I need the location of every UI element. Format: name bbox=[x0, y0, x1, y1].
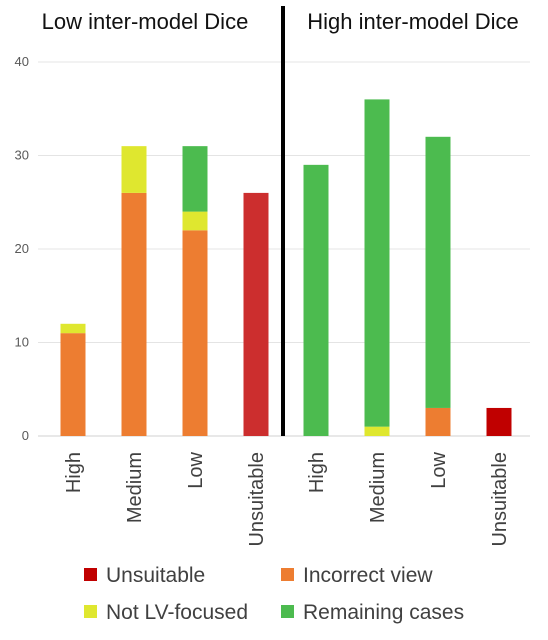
y-tick-label: 10 bbox=[15, 335, 29, 350]
legend-swatch bbox=[281, 568, 294, 581]
legend-label: Not LV-focused bbox=[106, 601, 248, 624]
y-tick-label: 40 bbox=[15, 54, 29, 69]
x-category-label: Medium bbox=[124, 452, 146, 523]
panel-title: High inter-model Dice bbox=[307, 9, 519, 34]
bar-segment bbox=[182, 211, 208, 231]
bar-segment bbox=[486, 407, 512, 436]
legend: Unsuitable Incorrect view Not LV-focused Re… bbox=[84, 564, 464, 624]
bar-segment bbox=[364, 99, 390, 427]
bar-segment bbox=[182, 146, 208, 212]
y-tick-label: 20 bbox=[15, 241, 29, 256]
legend-label: Remaining cases bbox=[303, 601, 464, 624]
bar-segment bbox=[364, 426, 390, 436]
bar-segment bbox=[303, 164, 329, 436]
legend-swatch bbox=[281, 605, 294, 618]
bars bbox=[60, 99, 512, 436]
x-category-label: High bbox=[63, 452, 85, 493]
panel-title: Low inter-model Dice bbox=[42, 9, 249, 34]
bar-segment bbox=[425, 136, 451, 408]
legend-swatch bbox=[84, 605, 97, 618]
legend-label: Unsuitable bbox=[106, 564, 205, 587]
y-tick-label: 0 bbox=[22, 428, 29, 443]
x-category-label: Low bbox=[185, 451, 207, 488]
x-axis-category-labels: High Medium Low Unsuitable High Medium Low Unsu… bbox=[63, 451, 511, 546]
panel-titles: Low inter-model Dice High inter-model Dic… bbox=[42, 9, 519, 34]
x-category-label: Medium bbox=[367, 452, 389, 523]
bar-segment bbox=[182, 230, 208, 436]
bar-segment bbox=[121, 146, 147, 193]
x-category-label: Low bbox=[428, 451, 450, 488]
legend-label: Incorrect view bbox=[303, 564, 433, 587]
x-category-label: Unsuitable bbox=[246, 452, 268, 547]
legend-swatch bbox=[84, 568, 97, 581]
x-category-label: Unsuitable bbox=[489, 452, 511, 547]
bar-segment bbox=[121, 192, 147, 436]
x-category-label: High bbox=[306, 452, 328, 493]
bar-segment bbox=[425, 407, 451, 436]
y-axis-ticks: 0 10 20 30 40 bbox=[15, 54, 29, 443]
bar-segment bbox=[243, 192, 269, 436]
y-tick-label: 30 bbox=[15, 148, 29, 163]
bar-segment bbox=[60, 333, 86, 436]
bar-segment bbox=[60, 323, 86, 334]
